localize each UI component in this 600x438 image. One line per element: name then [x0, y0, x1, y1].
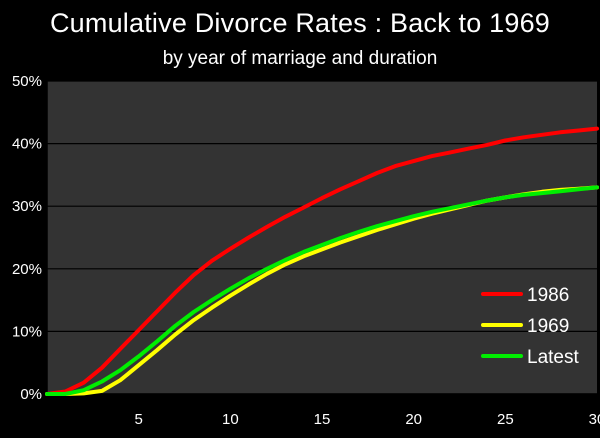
legend-label: Latest [527, 347, 579, 368]
x-tick-label: 15 [314, 411, 331, 428]
chart-subtitle: by year of marriage and duration [162, 48, 438, 69]
y-tick-label: 50% [12, 73, 42, 90]
y-tick-label: 30% [12, 198, 42, 215]
x-axis-tick-labels: 5 10 15 20 25 30 [134, 394, 600, 428]
y-tick-label: 20% [12, 261, 42, 278]
x-tick-label: 20 [405, 411, 422, 428]
series-lines [45, 126, 599, 396]
legend-label: 1969 [527, 316, 569, 337]
x-tick-label: 5 [134, 411, 142, 428]
y-tick-label: 0% [20, 386, 42, 403]
series-line-1986 [45, 126, 599, 396]
y-tick-label: 40% [12, 136, 42, 153]
y-axis-tick-labels: 0% 10% 20% 30% 40% 50% [12, 73, 42, 403]
x-tick-label: 10 [222, 411, 239, 428]
legend-label: 1986 [527, 285, 569, 306]
chart-title: Cumulative Divorce Rates : Back to 1969 [49, 8, 551, 38]
plot-area [47, 81, 597, 394]
legend: 1986 1969 Latest [481, 285, 579, 368]
x-tick-label: 25 [497, 411, 514, 428]
series-line-latest [45, 185, 599, 396]
x-tick-label: 30 [589, 411, 600, 428]
y-tick-label: 10% [12, 323, 42, 340]
